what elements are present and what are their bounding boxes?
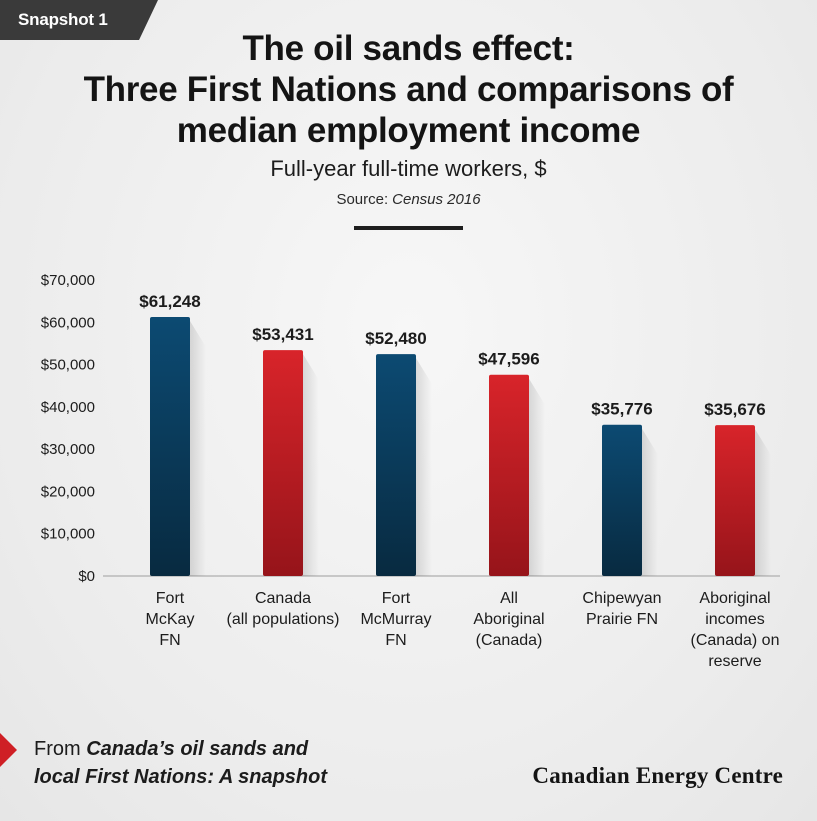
bar-shadow bbox=[416, 358, 432, 576]
bar bbox=[489, 374, 529, 576]
source-line: Source: Census 2016 bbox=[0, 191, 817, 208]
source-value: Census 2016 bbox=[392, 191, 481, 208]
bar-chart: $0 $10,000 $20,000 $30,000 $40,000 $50,000 $60… bbox=[41, 272, 780, 670]
x-tick-label: Aboriginal incomes (Canada) on reserve bbox=[691, 590, 780, 670]
bar-value-label: $61,248 bbox=[139, 292, 200, 311]
bar-shadow bbox=[642, 428, 658, 576]
y-tick-label: $50,000 bbox=[41, 357, 95, 374]
bar-shadow bbox=[190, 321, 206, 576]
title-divider bbox=[354, 226, 463, 230]
y-tick-label: $10,000 bbox=[41, 526, 95, 543]
y-tick-label: $70,000 bbox=[41, 272, 95, 289]
y-tick-label: $0 bbox=[78, 568, 95, 585]
bar-shadow bbox=[755, 429, 771, 576]
bar-shadow bbox=[529, 378, 545, 576]
x-tick-label: Canada (all populations) bbox=[227, 590, 340, 628]
x-tick-label: Fort McMurray FN bbox=[360, 590, 431, 649]
footer-publication: From Canada’s oil sands and local First … bbox=[34, 735, 327, 791]
bar bbox=[602, 424, 642, 576]
chart-subtitle: Full-year full-time workers, $ bbox=[270, 156, 547, 181]
source-label: Source: bbox=[336, 191, 389, 208]
bar bbox=[263, 350, 303, 576]
y-tick-label: $20,000 bbox=[41, 483, 95, 500]
bar-value-label: $47,596 bbox=[478, 350, 539, 369]
x-tick-label: All Aboriginal (Canada) bbox=[473, 590, 544, 649]
bar bbox=[376, 354, 416, 576]
x-tick-label: Fort McKay FN bbox=[146, 590, 195, 649]
y-tick-label: $40,000 bbox=[41, 399, 95, 416]
footer-pub-line-1: Canada’s oil sands and bbox=[86, 738, 309, 760]
brand-logo: Canadian Energy Centre bbox=[532, 763, 783, 788]
bar-shadow bbox=[303, 354, 319, 576]
chart-title: The oil sands effect: Three First Nation… bbox=[0, 28, 817, 151]
chart-title-line-1: The oil sands effect: bbox=[242, 29, 575, 68]
x-tick-label: Chipewyan Prairie FN bbox=[582, 590, 661, 628]
bar bbox=[150, 317, 190, 576]
footer-arrow-icon bbox=[0, 733, 17, 767]
y-tick-label: $30,000 bbox=[41, 441, 95, 458]
chart-title-line-2: Three First Nations and comparisons of bbox=[83, 70, 734, 109]
snapshot-badge-label: Snapshot 1 bbox=[18, 10, 108, 29]
bar bbox=[715, 425, 755, 576]
bar-value-label: $53,431 bbox=[252, 325, 313, 344]
bar-value-label: $52,480 bbox=[365, 329, 426, 348]
snapshot-badge: Snapshot 1 bbox=[0, 0, 158, 40]
bar-value-label: $35,676 bbox=[704, 400, 765, 419]
footer-prefix: From bbox=[34, 738, 87, 760]
y-tick-label: $60,000 bbox=[41, 314, 95, 331]
chart-title-line-3: median employment income bbox=[176, 111, 641, 150]
bar-value-label: $35,776 bbox=[591, 400, 652, 419]
footer-pub-line-2: local First Nations: A snapshot bbox=[34, 766, 327, 788]
